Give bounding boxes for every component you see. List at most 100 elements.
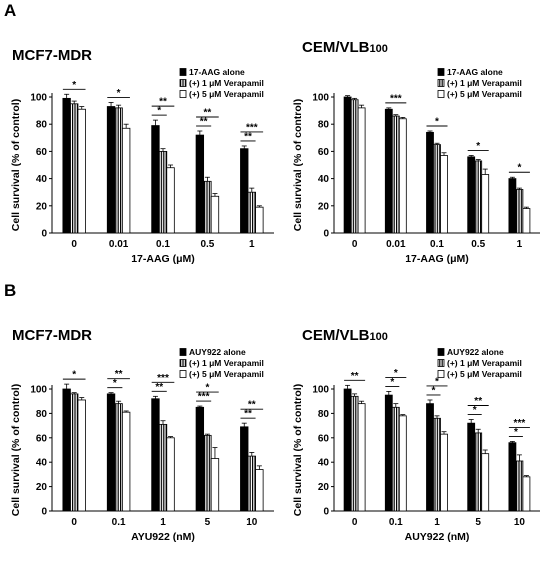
x-tick-label: 0.1 xyxy=(430,239,444,250)
y-axis-label: Cell survival (% of control) xyxy=(292,99,304,231)
legend-swatch-2 xyxy=(437,90,445,98)
significance-label: ** xyxy=(244,131,252,142)
bar-series-1 xyxy=(158,150,168,234)
x-tick-label: 0.1 xyxy=(156,239,170,250)
bar-series-1 xyxy=(114,403,123,512)
panel-label-b: B xyxy=(4,281,16,300)
bar-series-1 xyxy=(70,103,79,234)
x-tick-label: 1 xyxy=(160,517,166,528)
bar-series-1 xyxy=(474,432,483,512)
y-tick-label: 80 xyxy=(318,120,330,131)
y-axis-label: Cell survival (% of control) xyxy=(10,384,22,516)
bar-series-2 xyxy=(210,458,220,512)
bar-series-0 xyxy=(384,394,393,512)
bar-series-2 xyxy=(481,453,490,512)
panel-label-a: A xyxy=(4,1,16,20)
bar-series-0 xyxy=(508,442,517,512)
chart-title: CEM/VLB100 xyxy=(302,39,388,56)
bar-series-0 xyxy=(467,156,476,234)
significance-label: * xyxy=(435,376,439,387)
y-tick-label: 20 xyxy=(36,201,48,212)
chart-title: MCF7-MDR xyxy=(12,327,92,344)
significance-label: *** xyxy=(390,93,402,104)
significance-label: * xyxy=(157,106,161,117)
significance-label: * xyxy=(205,383,209,394)
y-tick-label: 80 xyxy=(318,409,330,420)
bar-series-1 xyxy=(433,417,441,512)
bar-series-0 xyxy=(106,106,116,234)
bar-series-1 xyxy=(474,160,483,234)
significance-label: * xyxy=(473,405,477,416)
chart-title-subscript: 100 xyxy=(370,43,388,55)
bar-series-0 xyxy=(426,131,434,234)
legend-swatch-0 xyxy=(437,348,445,356)
bar-series-1 xyxy=(203,180,212,234)
x-tick-label: 0 xyxy=(71,517,77,528)
x-tick-label: 5 xyxy=(475,517,481,528)
bar-series-2 xyxy=(166,167,175,234)
chart-title: MCF7-MDR xyxy=(12,47,92,64)
significance-label: *** xyxy=(157,373,169,384)
bar-series-1 xyxy=(158,423,168,512)
bar-series-2 xyxy=(398,118,407,234)
x-axis-label: 17-AAG (μM) xyxy=(131,253,195,265)
bar-series-1 xyxy=(350,99,359,234)
legend-label-2: (+) 5 μM Verapamil xyxy=(189,89,264,99)
significance-label: ** xyxy=(115,369,123,380)
x-tick-label: 1 xyxy=(517,239,523,250)
bar-series-0 xyxy=(106,393,116,512)
bar-series-0 xyxy=(384,108,393,234)
legend-swatch-2 xyxy=(179,90,187,98)
significance-label: *** xyxy=(246,122,258,133)
y-axis-label: Cell survival (% of control) xyxy=(10,99,22,231)
chart-title-main: MCF7-MDR xyxy=(12,47,92,64)
x-axis-label: 17-AAG (μM) xyxy=(405,253,469,265)
bar-series-0 xyxy=(343,96,352,234)
chart-0: MCF7-MDR 0 20 40 60 80 100 Cell survival (% of … xyxy=(10,47,274,265)
x-tick-label: 0.5 xyxy=(200,239,214,250)
bar-series-1 xyxy=(247,191,256,234)
legend-label-2: (+) 5 μM Verapamil xyxy=(189,369,264,379)
y-tick-label: 20 xyxy=(36,482,48,493)
legend-label-1: (+) 1 μM Verapamil xyxy=(189,358,264,368)
bar-series-1 xyxy=(70,393,79,512)
bar-series-0 xyxy=(508,178,517,234)
bar-series-2 xyxy=(255,206,264,234)
bar-series-0 xyxy=(151,398,160,512)
y-tick-label: 0 xyxy=(323,229,329,240)
x-tick-label: 0.01 xyxy=(386,239,406,250)
y-tick-label: 20 xyxy=(318,482,330,493)
significance-label: *** xyxy=(514,418,526,429)
significance-label: ** xyxy=(200,117,208,128)
y-tick-label: 60 xyxy=(318,147,330,158)
chart-title-main: CEM/VLB xyxy=(302,39,370,56)
y-axis-label: Cell survival (% of control) xyxy=(292,384,304,516)
y-tick-label: 60 xyxy=(318,433,330,444)
bar-series-1 xyxy=(433,144,441,234)
bar-series-2 xyxy=(121,127,131,234)
y-tick-label: 20 xyxy=(318,201,330,212)
legend-swatch-0 xyxy=(437,68,445,76)
x-tick-label: 0.1 xyxy=(389,517,403,528)
bar-series-0 xyxy=(240,426,249,512)
x-tick-label: 0.01 xyxy=(109,239,129,250)
bar-series-2 xyxy=(522,208,531,234)
bar-series-1 xyxy=(350,395,359,512)
bar-series-0 xyxy=(195,134,205,234)
significance-label: * xyxy=(435,117,439,128)
x-tick-label: 0 xyxy=(352,517,358,528)
significance-label: * xyxy=(390,377,394,388)
y-tick-label: 60 xyxy=(36,433,48,444)
legend-label-1: (+) 1 μM Verapamil xyxy=(447,78,522,88)
x-tick-label: 5 xyxy=(205,517,211,528)
legend-label-0: AUY922 alone xyxy=(189,347,246,357)
y-tick-label: 80 xyxy=(36,409,48,420)
y-tick-label: 100 xyxy=(30,93,47,104)
bar-series-1 xyxy=(203,434,212,512)
legend-swatch-0 xyxy=(179,348,187,356)
bar-series-2 xyxy=(522,476,531,512)
legend-swatch-1 xyxy=(437,359,445,367)
significance-label: * xyxy=(394,368,398,379)
